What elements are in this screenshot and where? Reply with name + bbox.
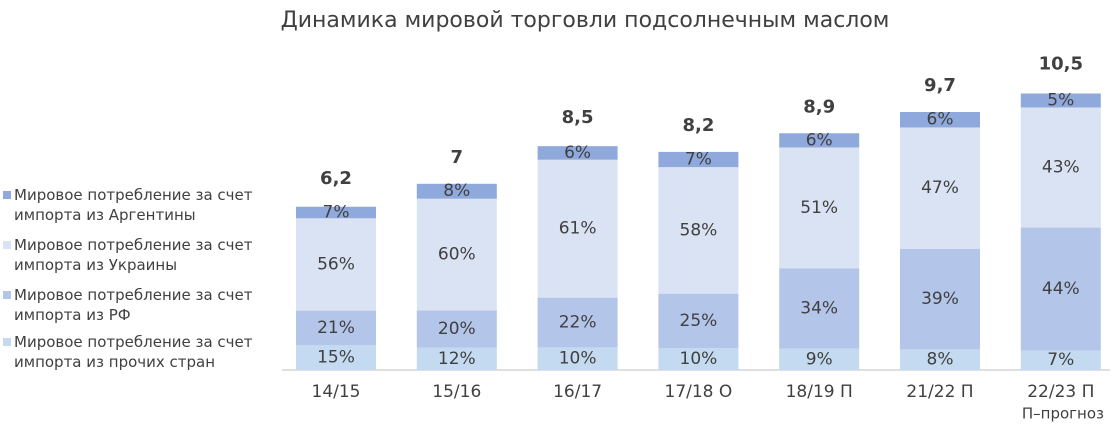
x-tick-label: 15/16 [432,382,481,402]
bar-segment [658,293,739,349]
bar-segment [900,127,980,249]
value-label: 9% [806,349,833,369]
bar-segment [779,348,860,370]
bar-segment [900,248,980,350]
total-label: 10,5 [1039,54,1083,75]
note: П–прогноз [1022,405,1104,423]
bar-segment [900,111,980,128]
value-label: 43% [1042,158,1080,178]
value-label: 7% [1047,350,1074,370]
bar-segment [416,183,497,199]
total-label: 6,2 [320,168,352,189]
value-label: 34% [800,298,838,318]
legend-swatch [3,291,11,299]
x-tick-label: 17/18 О [665,382,733,402]
value-label: 6% [564,143,591,163]
value-label: 10% [680,349,718,369]
value-label: 7% [323,203,350,223]
value-label: 8% [927,350,954,370]
bar-segment [296,345,376,370]
bar-segment [779,147,860,269]
bar-segment [658,167,739,294]
value-label: 61% [559,219,597,239]
bar-segment [1020,227,1101,351]
total-label: 8,5 [562,107,594,128]
x-tick-label: 22/23 П [1027,382,1094,402]
bar-segment [296,206,376,219]
bar-segment [1020,350,1101,370]
bar-segment [1020,107,1101,228]
chart-title: Динамика мировой торговли подсолнечным м… [281,8,890,33]
legend-label: Мировое потребление за счет импорта из А… [14,186,253,224]
legend-swatch [3,241,11,249]
legend-swatch [3,191,11,199]
legend-swatch [3,338,11,346]
x-tick-label: 21/22 П [906,382,973,402]
bar-segment [779,268,860,349]
bar-segment [1020,93,1101,108]
bar-segment [416,198,497,311]
value-label: 51% [800,198,838,218]
x-tick-label: 16/17 [553,382,602,402]
value-label: 44% [1042,279,1080,299]
bar-segment [296,218,376,311]
bar-segment [537,159,618,298]
x-tick-label: 18/19 П [786,382,853,402]
bar-segment [537,347,618,370]
value-label: 6% [806,130,833,150]
total-label: 7 [451,147,464,168]
value-label: 56% [317,254,355,274]
bar-segment [658,151,739,168]
value-label: 47% [921,178,959,198]
value-label: 39% [921,289,959,309]
value-label: 22% [559,313,597,333]
bar-segment [296,310,376,346]
value-label: 12% [438,349,476,369]
bar-segment [537,297,618,348]
value-label: 7% [685,150,712,170]
value-label: 8% [443,181,470,201]
value-label: 21% [317,318,355,338]
total-label: 8,9 [803,96,835,117]
legend-label: Мировое потребление за счет импорта из Р… [14,286,253,324]
bar-segment [900,349,980,370]
total-label: 8,2 [682,115,714,136]
bar-segment [658,348,739,370]
value-label: 60% [438,245,476,265]
value-label: 15% [317,348,355,368]
x-tick-label: 14/15 [312,382,361,402]
value-label: 10% [559,349,597,369]
bar-segment [779,133,860,148]
value-label: 58% [680,220,718,240]
legend-label: Мировое потребление за счет импорта из У… [14,236,253,274]
value-label: 25% [680,311,718,331]
bar-segment [537,146,618,160]
bar-segment [416,347,497,370]
legend-label: Мировое потребление за счет импорта из п… [14,333,253,371]
total-label: 9,7 [924,75,956,96]
value-label: 5% [1047,90,1074,110]
value-label: 6% [927,110,954,130]
value-label: 20% [438,319,476,339]
bar-segment [416,310,497,348]
